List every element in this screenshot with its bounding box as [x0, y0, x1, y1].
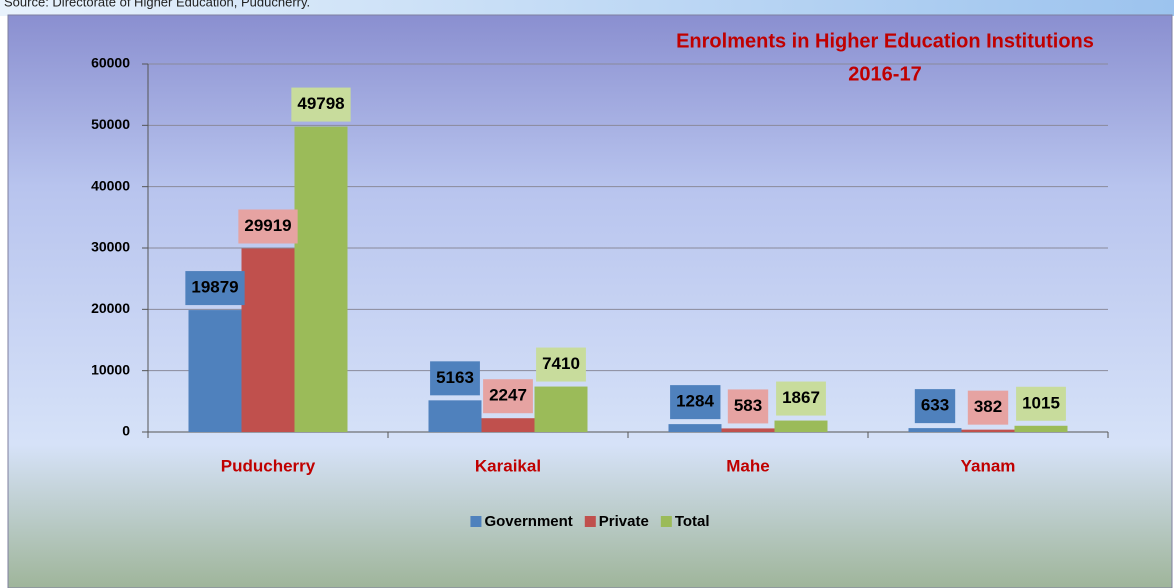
data-label-box [967, 390, 1009, 425]
x-tick-label: Puducherry [221, 456, 316, 475]
bar [1014, 425, 1068, 432]
bar [774, 420, 828, 432]
data-label-box [1016, 386, 1066, 421]
y-tick-label: 10000 [91, 361, 130, 377]
data-label-box [776, 381, 826, 416]
data-label: 19879 [191, 278, 238, 297]
legend-label: Government [484, 513, 572, 530]
y-tick-label: 30000 [91, 239, 130, 255]
y-tick-label: 40000 [91, 177, 130, 193]
data-label: 49798 [297, 94, 344, 113]
legend-label: Private [599, 513, 649, 530]
data-label-box [914, 389, 956, 424]
y-tick-label: 50000 [91, 116, 130, 132]
top-band [0, 0, 1174, 16]
bar [534, 386, 588, 432]
bar [428, 400, 482, 432]
y-tick-label: 60000 [91, 55, 130, 71]
data-label-box [430, 361, 480, 396]
data-label: 1867 [782, 388, 820, 407]
bar [721, 428, 775, 432]
data-label-box [291, 87, 351, 122]
chart-subtitle: 2016-17 [848, 63, 921, 85]
y-tick-label: 20000 [91, 300, 130, 316]
data-label: 1284 [676, 392, 714, 411]
x-tick-label: Yanam [961, 456, 1016, 475]
legend-swatch [470, 516, 482, 527]
data-label: 382 [974, 397, 1002, 416]
bar [241, 248, 295, 432]
data-label: 633 [921, 396, 949, 415]
bar [961, 429, 1015, 432]
data-label: 583 [734, 396, 762, 415]
bar [908, 428, 962, 432]
data-label-box [185, 271, 245, 306]
legend-swatch [660, 516, 672, 527]
legend-label: Total [675, 513, 710, 530]
data-label-box [727, 389, 769, 424]
data-label: 7410 [542, 354, 580, 373]
source: Source: Directorate of Higher Education,… [4, 0, 310, 9]
chart-title: Enrolments in Higher Education Instituti… [676, 30, 1094, 52]
chart-area [7, 14, 1173, 588]
legend-swatch [584, 516, 596, 527]
data-label: 5163 [436, 368, 474, 387]
bar [668, 424, 722, 432]
data-label-box [238, 209, 298, 244]
y-tick-label: 0 [122, 423, 130, 439]
bar [188, 310, 242, 432]
data-label: 2247 [489, 386, 527, 405]
data-label: 1015 [1022, 393, 1060, 412]
data-label: 29919 [244, 216, 291, 235]
data-label-box [483, 379, 533, 414]
data-label-box [536, 347, 586, 382]
x-tick-label: Karaikal [475, 456, 541, 475]
x-tick-label: Mahe [726, 456, 769, 475]
bar [481, 418, 535, 432]
bar [294, 126, 348, 432]
data-label-box [670, 385, 721, 420]
